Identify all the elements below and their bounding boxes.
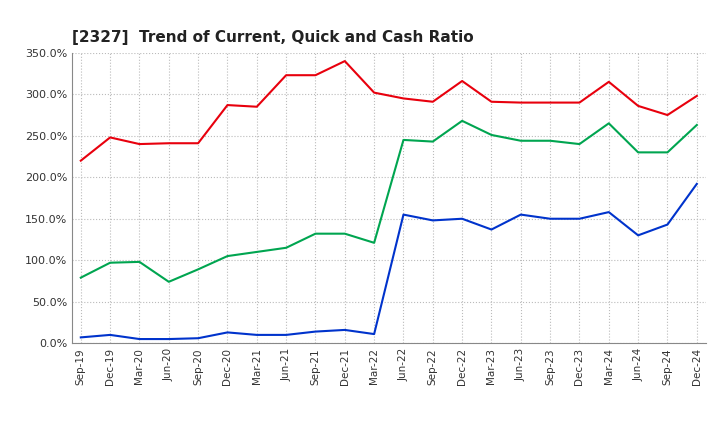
Cash Ratio (634, 233, 642, 238)
Quick Ratio (223, 253, 232, 259)
Text: [2327]  Trend of Current, Quick and Cash Ratio: [2327] Trend of Current, Quick and Cash … (72, 29, 474, 45)
Current Ratio (194, 141, 202, 146)
Cash Ratio (76, 335, 85, 340)
Quick Ratio (575, 141, 584, 147)
Quick Ratio (605, 121, 613, 126)
Cash Ratio (311, 329, 320, 334)
Quick Ratio (76, 275, 85, 280)
Cash Ratio (164, 337, 173, 342)
Current Ratio (341, 59, 349, 64)
Quick Ratio (663, 150, 672, 155)
Current Ratio (605, 79, 613, 84)
Cash Ratio (194, 336, 202, 341)
Current Ratio (693, 93, 701, 99)
Cash Ratio (458, 216, 467, 221)
Cash Ratio (106, 332, 114, 337)
Line: Quick Ratio: Quick Ratio (81, 121, 697, 282)
Quick Ratio (487, 132, 496, 138)
Cash Ratio (399, 212, 408, 217)
Cash Ratio (282, 332, 290, 337)
Cash Ratio (341, 327, 349, 333)
Quick Ratio (311, 231, 320, 236)
Current Ratio (370, 90, 379, 95)
Current Ratio (135, 141, 144, 147)
Current Ratio (164, 141, 173, 146)
Current Ratio (76, 158, 85, 163)
Cash Ratio (546, 216, 554, 221)
Cash Ratio (428, 218, 437, 223)
Current Ratio (282, 73, 290, 78)
Line: Cash Ratio: Cash Ratio (81, 184, 697, 339)
Quick Ratio (370, 240, 379, 246)
Quick Ratio (516, 138, 525, 143)
Line: Current Ratio: Current Ratio (81, 61, 697, 161)
Quick Ratio (253, 249, 261, 255)
Current Ratio (663, 112, 672, 117)
Quick Ratio (399, 137, 408, 143)
Cash Ratio (575, 216, 584, 221)
Quick Ratio (634, 150, 642, 155)
Cash Ratio (253, 332, 261, 337)
Current Ratio (575, 100, 584, 105)
Quick Ratio (194, 267, 202, 272)
Cash Ratio (693, 181, 701, 187)
Current Ratio (311, 73, 320, 78)
Quick Ratio (135, 259, 144, 264)
Cash Ratio (605, 209, 613, 215)
Current Ratio (253, 104, 261, 110)
Current Ratio (399, 96, 408, 101)
Quick Ratio (546, 138, 554, 143)
Current Ratio (634, 103, 642, 109)
Cash Ratio (516, 212, 525, 217)
Cash Ratio (663, 222, 672, 227)
Quick Ratio (106, 260, 114, 265)
Cash Ratio (223, 330, 232, 335)
Cash Ratio (135, 337, 144, 342)
Quick Ratio (164, 279, 173, 284)
Quick Ratio (458, 118, 467, 124)
Current Ratio (428, 99, 437, 104)
Current Ratio (487, 99, 496, 104)
Current Ratio (223, 103, 232, 108)
Quick Ratio (341, 231, 349, 236)
Cash Ratio (370, 331, 379, 337)
Quick Ratio (282, 245, 290, 250)
Current Ratio (516, 100, 525, 105)
Current Ratio (458, 78, 467, 84)
Cash Ratio (487, 227, 496, 232)
Quick Ratio (693, 122, 701, 128)
Current Ratio (546, 100, 554, 105)
Quick Ratio (428, 139, 437, 144)
Current Ratio (106, 135, 114, 140)
